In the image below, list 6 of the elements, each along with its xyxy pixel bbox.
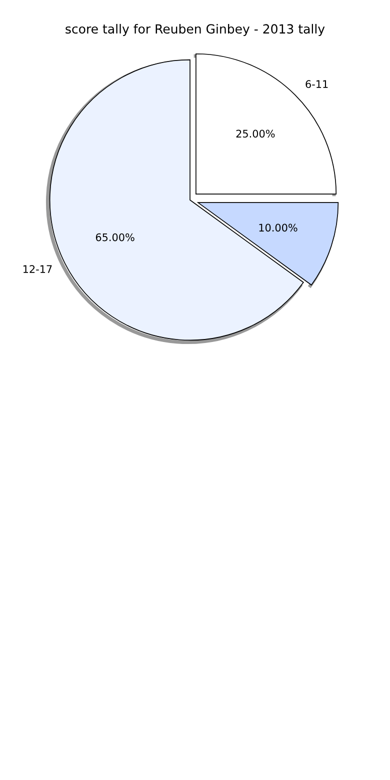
data-label: 10.00%: [259, 224, 298, 232]
slice-label: 12-17: [23, 265, 52, 273]
data-label: 25.00%: [236, 130, 275, 138]
chart-title: score tally for Reuben Ginbey - 2013 tally: [66, 24, 325, 36]
slice-label: 6-11: [306, 80, 328, 88]
data-label: 65.00%: [96, 233, 134, 242]
